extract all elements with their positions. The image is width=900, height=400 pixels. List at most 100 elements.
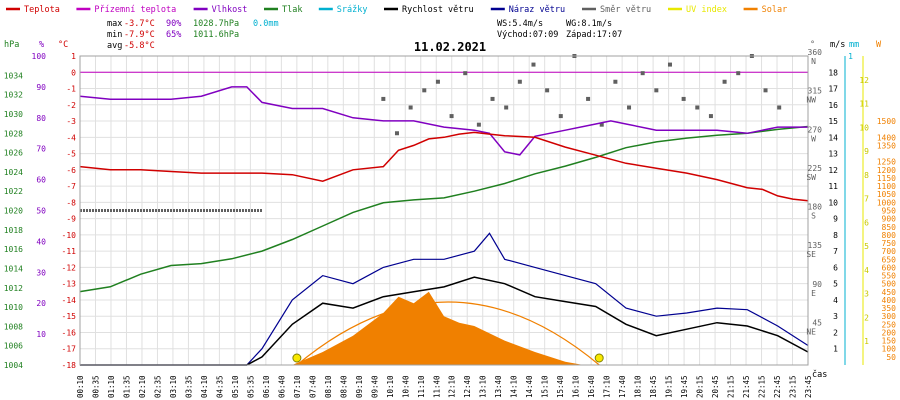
- tick-solar-7: 1050: [877, 190, 896, 199]
- dir-point-6: [463, 71, 468, 76]
- tick-solar-4: 1200: [877, 166, 896, 175]
- stat-max-temp: -3.7°C: [124, 19, 155, 29]
- tick-uv-2: 3: [864, 290, 869, 299]
- tick-dir-2: 270: [808, 125, 823, 134]
- x-axis-ticks: 00:10 00:35 01:10 01:35 02:10 02:35 03:10 03:35…: [76, 375, 813, 398]
- tick-solar-19: 450: [882, 288, 897, 297]
- tick-wind-17: 1: [833, 345, 838, 354]
- dir-point-20: [654, 88, 659, 93]
- tick-uv-9: 10: [859, 123, 869, 132]
- series-naraz-vetru: [80, 232, 809, 366]
- tick-dir-label-6: E: [811, 289, 816, 298]
- dir-point-19: [640, 71, 645, 76]
- x-tick-10: 05:10: [231, 375, 240, 398]
- x-tick-6: 03:10: [169, 375, 178, 398]
- tick-press-7: 1018: [4, 226, 23, 235]
- tick-solar-6: 1100: [877, 182, 896, 191]
- legend-label-3: Tlak: [282, 5, 302, 15]
- tick-press-11: 1026: [4, 149, 23, 158]
- x-tick-41: 20:45: [711, 375, 720, 398]
- tick-press-0: 1004: [4, 361, 23, 370]
- x-tick-40: 20:15: [696, 375, 705, 398]
- tick-solar-14: 700: [882, 247, 897, 256]
- dir-point-3: [422, 88, 427, 93]
- x-tick-22: 11:10: [417, 375, 426, 398]
- legend: Teplota Přízemní teplota Vlhkost Tlak Srážky…: [6, 5, 787, 15]
- wind-direction-series: [80, 54, 782, 212]
- plot-frame: [79, 55, 809, 366]
- tick-temp-4: -3: [66, 117, 76, 126]
- dir-point-11: [531, 62, 536, 67]
- tick-solar-10: 900: [882, 215, 897, 224]
- tick-press-4: 1012: [4, 284, 23, 293]
- solar-fill: [292, 291, 596, 365]
- x-tick-4: 02:10: [138, 375, 147, 398]
- tick-wind-7: 11: [828, 182, 838, 191]
- x-tick-14: 07:10: [293, 375, 302, 398]
- x-tick-25: 12:40: [463, 375, 472, 398]
- dir-point-29: [777, 105, 782, 110]
- tick-dir-1: 315: [808, 87, 823, 96]
- dir-point-26: [736, 71, 741, 76]
- tick-solar-20: 400: [882, 296, 897, 305]
- tick-uv-5: 6: [864, 218, 869, 227]
- x-tick-3: 01:35: [122, 375, 131, 398]
- tick-dir-6: 90: [812, 280, 822, 289]
- tick-press-9: 1022: [4, 187, 23, 196]
- tick-dir-label-2: W: [811, 134, 816, 143]
- dir-point-21: [667, 62, 672, 67]
- series-vlhkost: [79, 86, 808, 156]
- tick-temp-6: -5: [66, 150, 76, 159]
- tick-dir-label-4: S: [811, 212, 816, 221]
- x-tick-13: 06:40: [277, 375, 286, 398]
- x-tick-26: 13:10: [479, 375, 488, 398]
- series-tlak: [79, 125, 809, 293]
- dir-point-13: [558, 114, 563, 119]
- dir-point-0: [381, 96, 386, 101]
- tick-solar-23: 250: [882, 320, 897, 329]
- series-rychlost-vetru: [80, 276, 809, 366]
- axis-unit-labels: hPa % °C ° m/s mm W čas: [4, 40, 882, 380]
- sun-markers: [292, 353, 604, 363]
- tick-wind-4: 14: [828, 133, 838, 142]
- x-tick-12: 06:10: [262, 375, 271, 398]
- dir-point-7: [476, 122, 481, 127]
- tick-temp-5: -4: [66, 133, 76, 142]
- tick-wind-13: 5: [833, 280, 838, 289]
- sun-path: [296, 301, 600, 366]
- x-tick-43: 21:45: [742, 375, 751, 398]
- tick-wind-16: 2: [833, 328, 838, 337]
- tick-press-3: 1010: [4, 303, 23, 312]
- tick-dir-0: 360: [808, 48, 823, 57]
- tick-temp-2: -1: [66, 85, 76, 94]
- dir-point-28: [763, 88, 768, 93]
- unit-time: čas: [812, 369, 827, 380]
- x-tick-34: 17:10: [603, 375, 612, 398]
- x-tick-33: 16:40: [587, 375, 596, 398]
- x-tick-2: 01:10: [107, 375, 116, 398]
- x-tick-1: 00:35: [91, 375, 100, 398]
- x-tick-30: 15:10: [541, 375, 550, 398]
- stat-min-press: 1011.6hPa: [193, 30, 239, 40]
- tick-dir-label-0: N: [811, 57, 816, 66]
- tick-dir-7: 45: [812, 318, 822, 327]
- tick-press-12: 1028: [4, 129, 23, 138]
- tick-uv-3: 4: [864, 266, 869, 275]
- tick-press-6: 1016: [4, 245, 23, 254]
- x-tick-31: 15:40: [556, 375, 565, 398]
- tick-temp-15: -14: [62, 296, 77, 305]
- legend-label-5: Rychlost větru: [402, 5, 474, 15]
- tick-solar-24: 200: [882, 328, 897, 337]
- tick-wind-14: 4: [833, 296, 838, 305]
- tick-solar-12: 800: [882, 231, 897, 240]
- tick-solar-11: 850: [882, 223, 897, 232]
- stat-rain: 0.0mm: [253, 19, 279, 29]
- x-tick-15: 07:40: [308, 375, 317, 398]
- tick-wind-11: 7: [833, 247, 838, 256]
- legend-label-7: Směr větru: [600, 5, 651, 15]
- unit-pct: %: [39, 40, 44, 50]
- x-tick-18: 09:10: [355, 375, 364, 398]
- dir-point-12: [545, 88, 550, 93]
- legend-label-1: Přízemní teplota: [94, 5, 176, 15]
- tick-temp-0: 1: [71, 52, 76, 61]
